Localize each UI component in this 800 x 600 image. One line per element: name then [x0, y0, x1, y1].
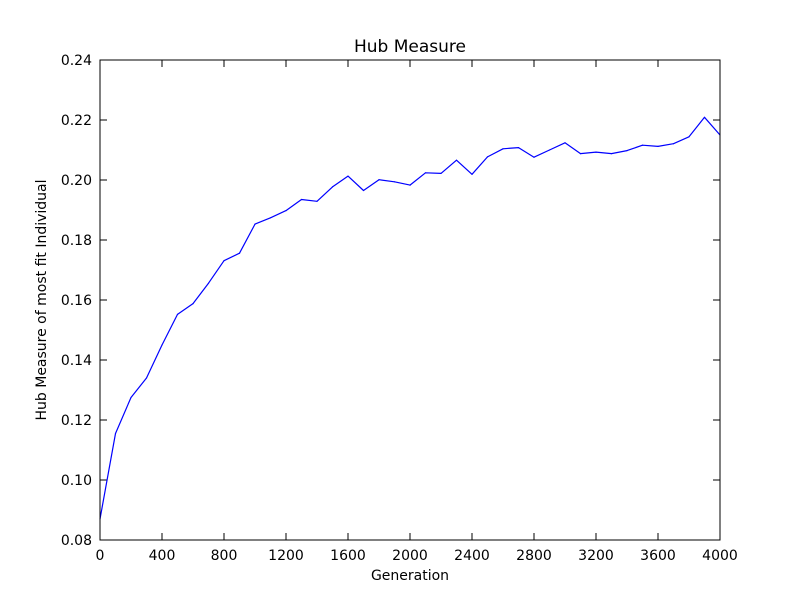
- y-tick-label: 0.10: [61, 473, 92, 489]
- x-tick-label: 1600: [330, 548, 366, 564]
- data-point: [657, 145, 659, 147]
- data-point: [130, 396, 132, 399]
- y-tick-label: 0.18: [61, 233, 92, 249]
- data-point: [610, 153, 613, 155]
- y-tick-label: 0.22: [61, 113, 92, 129]
- y-tick-label: 0.16: [61, 293, 92, 309]
- x-tick-label: 0: [96, 548, 105, 564]
- x-tick-label: 800: [211, 548, 238, 564]
- data-point: [409, 184, 411, 186]
- data-point: [564, 142, 566, 144]
- data-point: [207, 282, 210, 284]
- y-tick-label: 0.12: [61, 413, 92, 429]
- x-axis-ticks: 0 400 800 1200 1600 2000 2400 2800 3200 3600 4000: [96, 60, 738, 564]
- data-point: [424, 172, 427, 174]
- data-point: [595, 151, 597, 153]
- data-point: [316, 200, 318, 202]
- data-point: [300, 198, 303, 201]
- x-tick-label: 3200: [578, 548, 614, 564]
- data-point: [269, 217, 272, 219]
- data-point: [238, 252, 241, 254]
- data-point: [703, 116, 706, 118]
- data-point: [471, 173, 473, 175]
- chart-title: Hub Measure: [354, 37, 466, 57]
- x-axis-label: Generation: [371, 568, 449, 584]
- y-axis-label: Hub Measure of most fit Individual: [34, 179, 50, 420]
- data-point: [362, 189, 365, 192]
- data-point: [114, 432, 117, 435]
- x-tick-label: 2400: [454, 548, 490, 564]
- x-tick-label: 2800: [516, 548, 552, 564]
- data-point: [223, 260, 225, 262]
- x-tick-label: 3600: [640, 548, 676, 564]
- data-point: [672, 143, 675, 145]
- data-point: [579, 153, 582, 155]
- data-point: [176, 313, 179, 315]
- data-point: [331, 186, 334, 188]
- data-point: [548, 149, 551, 151]
- x-tick-label: 4000: [702, 548, 738, 564]
- y-tick-label: 0.14: [61, 353, 92, 369]
- data-point: [626, 150, 628, 152]
- x-tick-label: 400: [149, 548, 176, 564]
- y-tick-label: 0.08: [61, 533, 92, 549]
- data-point: [486, 156, 489, 158]
- data-point: [517, 147, 520, 149]
- data-point: [285, 210, 287, 212]
- data-point: [502, 148, 504, 150]
- data-point: [378, 179, 380, 181]
- x-tick-label: 1200: [268, 548, 304, 564]
- plot-background: [100, 60, 720, 540]
- data-point: [641, 144, 644, 146]
- data-point: [455, 159, 458, 161]
- data-point: [161, 344, 163, 346]
- y-tick-label: 0.24: [61, 53, 92, 69]
- plot-frame: [99, 59, 721, 541]
- data-point: [347, 175, 349, 177]
- data-point: [533, 156, 535, 158]
- y-axis-ticks: 0.08 0.10 0.12 0.14 0.16 0.18 0.20 0.22 0.24: [61, 53, 720, 549]
- data-point: [688, 136, 690, 138]
- data-point: [393, 181, 396, 183]
- x-tick-label: 2000: [392, 548, 428, 564]
- y-tick-label: 0.20: [61, 173, 92, 189]
- data-point: [440, 172, 442, 174]
- data-point: [192, 303, 194, 305]
- data-point: [145, 377, 148, 379]
- data-point: [254, 223, 256, 225]
